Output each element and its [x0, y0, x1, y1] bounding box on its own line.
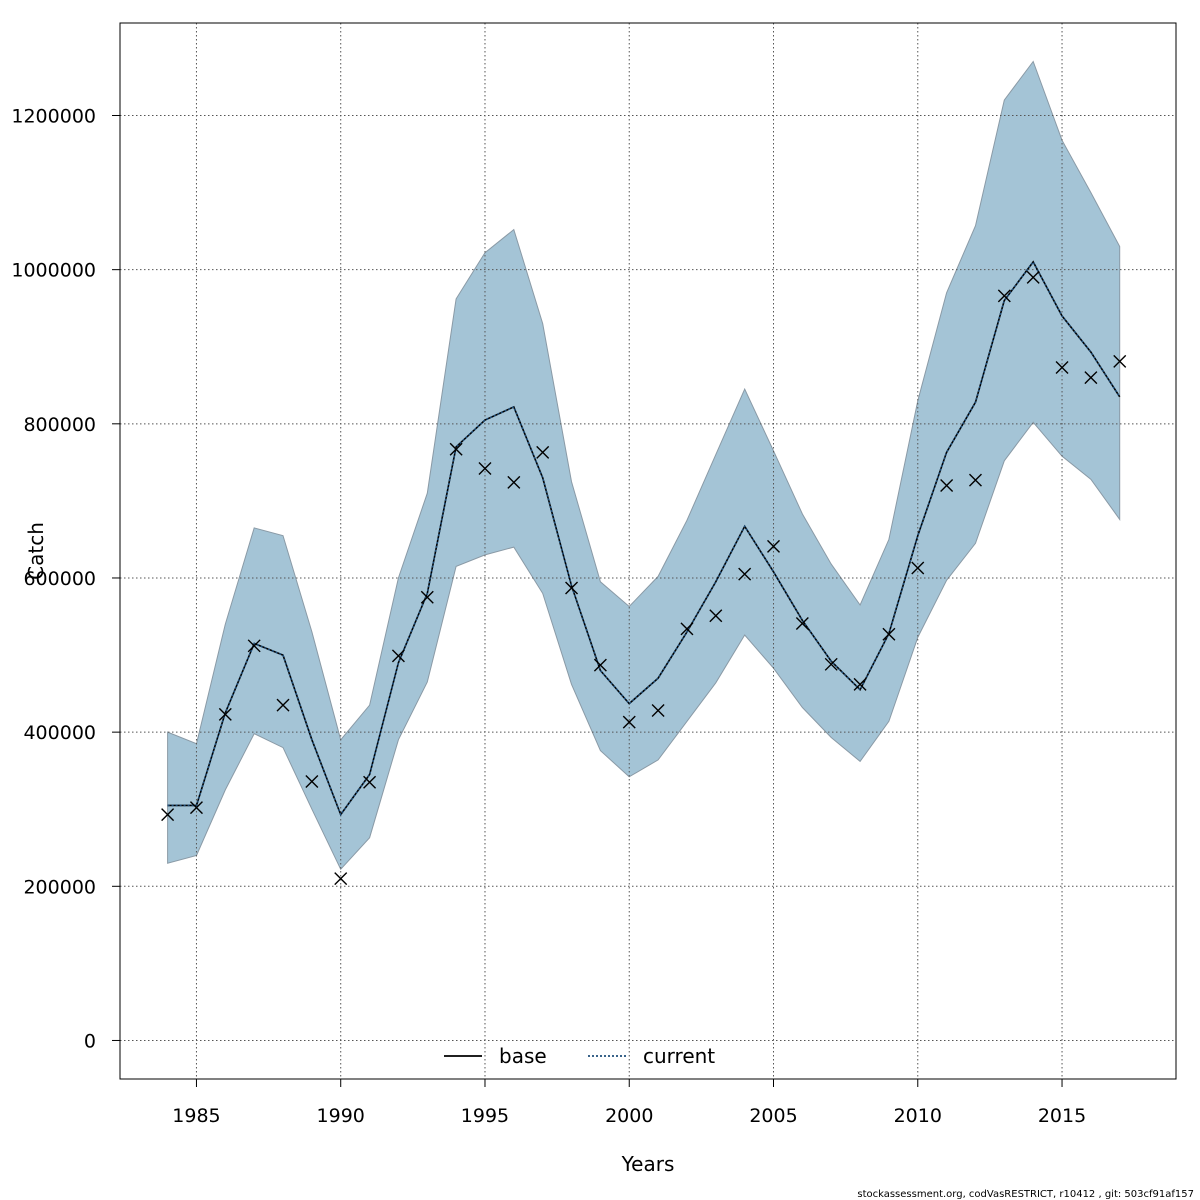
y-tick-label: 800000 — [23, 414, 96, 436]
x-tick-label: 2015 — [1038, 1105, 1086, 1127]
series-layer — [167, 260, 1121, 817]
y-axis-title: Catch — [24, 522, 48, 580]
observed-point — [997, 289, 1011, 303]
y-tick-label: 0 — [84, 1030, 96, 1052]
observed-point — [276, 698, 290, 712]
observed-point — [824, 657, 838, 671]
observed-point — [565, 581, 579, 595]
observed-point — [391, 649, 405, 663]
observed-point — [1055, 361, 1069, 375]
observed-point — [709, 609, 723, 623]
observed-point — [161, 808, 175, 822]
observed-point — [536, 445, 550, 459]
observed-point — [247, 639, 261, 653]
grid-layer — [120, 23, 1176, 1079]
y-tick-label: 1000000 — [11, 260, 96, 282]
observed-point — [189, 801, 203, 815]
observed-point — [593, 658, 607, 672]
x-tick-label: 1985 — [172, 1105, 220, 1127]
observed-point — [478, 462, 492, 476]
plot-frame — [119, 22, 1177, 1080]
confidence-band-layer — [167, 60, 1121, 871]
observed-point — [334, 872, 348, 886]
x-tick-label: 2000 — [605, 1105, 653, 1127]
x-tick-label: 2005 — [749, 1105, 797, 1127]
observed-point — [968, 473, 982, 487]
y-tick-label: 200000 — [23, 876, 96, 898]
y-tick-label: 400000 — [23, 722, 96, 744]
observed-point — [795, 616, 809, 630]
observed-point — [680, 622, 694, 636]
observed-point — [507, 475, 521, 489]
observed-point — [218, 707, 232, 721]
observed-point — [853, 677, 867, 691]
observed-point — [940, 478, 954, 492]
legend-label-current: current — [643, 1044, 715, 1068]
series-line-current — [167, 260, 1121, 817]
confidence-band — [167, 60, 1121, 871]
legend: base current — [444, 1044, 715, 1068]
legend-label-base: base — [499, 1044, 547, 1068]
observed-point — [882, 627, 896, 641]
observed-point — [449, 442, 463, 456]
observed-point — [1026, 270, 1040, 284]
footer-text: stockassessment.org, codVasRESTRICT, r10… — [857, 1189, 1194, 1200]
observed-point — [911, 561, 925, 575]
y-tick-label: 600000 — [23, 568, 96, 590]
x-axis-title: Years — [621, 1152, 675, 1176]
observed-point — [738, 567, 752, 581]
observed-point — [651, 704, 665, 718]
observed-point — [420, 590, 434, 604]
x-tick-label: 1990 — [317, 1105, 365, 1127]
observed-point — [363, 775, 377, 789]
observed-point — [767, 539, 781, 553]
axes-layer: 1985 1990 1995 2000 2005 2010 2015 0 200000 40000… — [11, 22, 1177, 1127]
observed-point — [622, 715, 636, 729]
observed-points-layer — [161, 270, 1127, 886]
x-tick-label: 2010 — [894, 1105, 942, 1127]
observed-point — [1084, 371, 1098, 385]
y-tick-label: 1200000 — [11, 105, 96, 127]
x-tick-label: 1995 — [461, 1105, 509, 1127]
observed-point — [1113, 354, 1127, 368]
observed-point — [305, 774, 319, 788]
